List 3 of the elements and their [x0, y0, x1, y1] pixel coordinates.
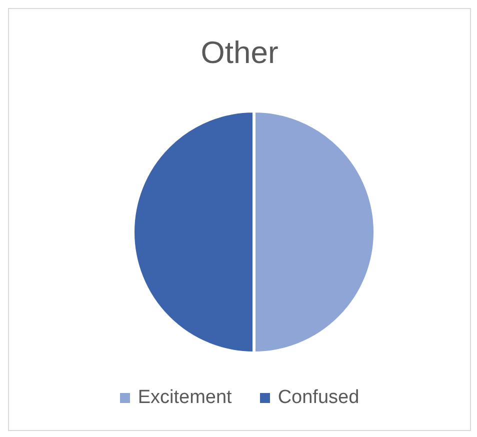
legend-label: Confused — [278, 387, 360, 409]
chart-title: Other — [200, 35, 280, 71]
legend-label: Excitement — [138, 387, 232, 409]
